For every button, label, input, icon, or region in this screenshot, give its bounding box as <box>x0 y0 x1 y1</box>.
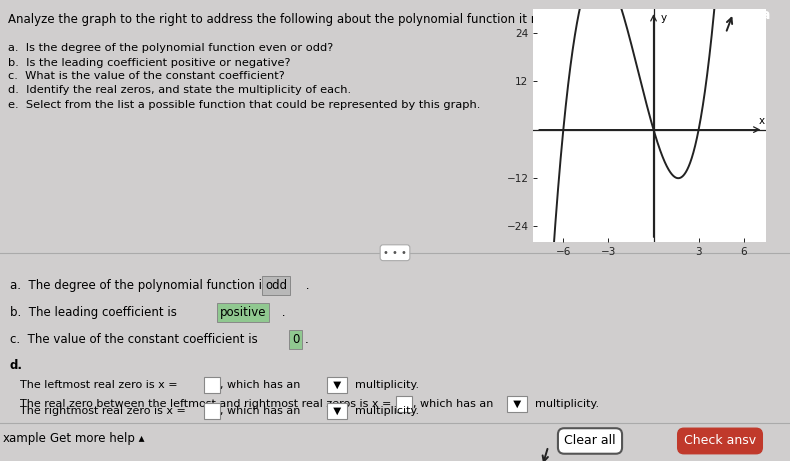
Text: c.  What is the value of the constant coefficient?: c. What is the value of the constant coe… <box>8 71 284 82</box>
Text: .: . <box>302 279 310 292</box>
Text: ▼: ▼ <box>330 406 344 416</box>
Text: y: y <box>661 13 668 23</box>
Text: .: . <box>305 333 309 346</box>
Text: multiplicity.: multiplicity. <box>355 380 419 390</box>
Text: a.  The degree of the polynomial function is: a. The degree of the polynomial function… <box>10 279 272 292</box>
Text: xample: xample <box>3 432 47 445</box>
Text: odd: odd <box>265 279 287 292</box>
Text: , which has an: , which has an <box>220 406 300 416</box>
Text: ▼: ▼ <box>330 380 344 390</box>
Text: • • •: • • • <box>383 248 407 258</box>
Text: The leftmost real zero is x =: The leftmost real zero is x = <box>20 380 181 390</box>
Text: The rightmost real zero is x =: The rightmost real zero is x = <box>20 406 190 416</box>
Text: c.  The value of the constant coefficient is: c. The value of the constant coefficient… <box>10 333 261 346</box>
Text: positive: positive <box>220 306 266 319</box>
Text: multiplicity.: multiplicity. <box>535 399 599 409</box>
Text: , which has an: , which has an <box>220 380 300 390</box>
Text: The real zero between the leftmost and rightmost real zeros is x =: The real zero between the leftmost and r… <box>20 399 395 409</box>
Text: Analyze the graph to the right to address the following about the polynomial fun: Analyze the graph to the right to addres… <box>8 13 598 26</box>
Text: e.  Select from the list a possible function that could be represented by this g: e. Select from the list a possible funct… <box>8 100 480 110</box>
Text: .: . <box>278 306 285 319</box>
Text: b.  Is the leading coefficient positive or negative?: b. Is the leading coefficient positive o… <box>8 59 291 68</box>
Text: Get more help ▴: Get more help ▴ <box>50 432 145 445</box>
Text: ▼: ▼ <box>510 399 525 409</box>
Text: , which has an: , which has an <box>413 399 494 409</box>
Text: d.: d. <box>10 360 23 372</box>
Text: d.  Identify the real zeros, and state the multiplicity of each.: d. Identify the real zeros, and state th… <box>8 84 351 95</box>
Text: b.  The leading coefficient is: b. The leading coefficient is <box>10 306 181 319</box>
Text: a.  Is the degree of the polynomial function even or odd?: a. Is the degree of the polynomial funct… <box>8 43 333 53</box>
Text: Clear all: Clear all <box>564 434 616 448</box>
Text: Check ansv: Check ansv <box>684 434 756 448</box>
Text: multiplicity.: multiplicity. <box>355 406 419 416</box>
Text: Sa: Sa <box>750 8 770 22</box>
Text: x: x <box>758 116 765 125</box>
Text: 0: 0 <box>292 333 299 346</box>
